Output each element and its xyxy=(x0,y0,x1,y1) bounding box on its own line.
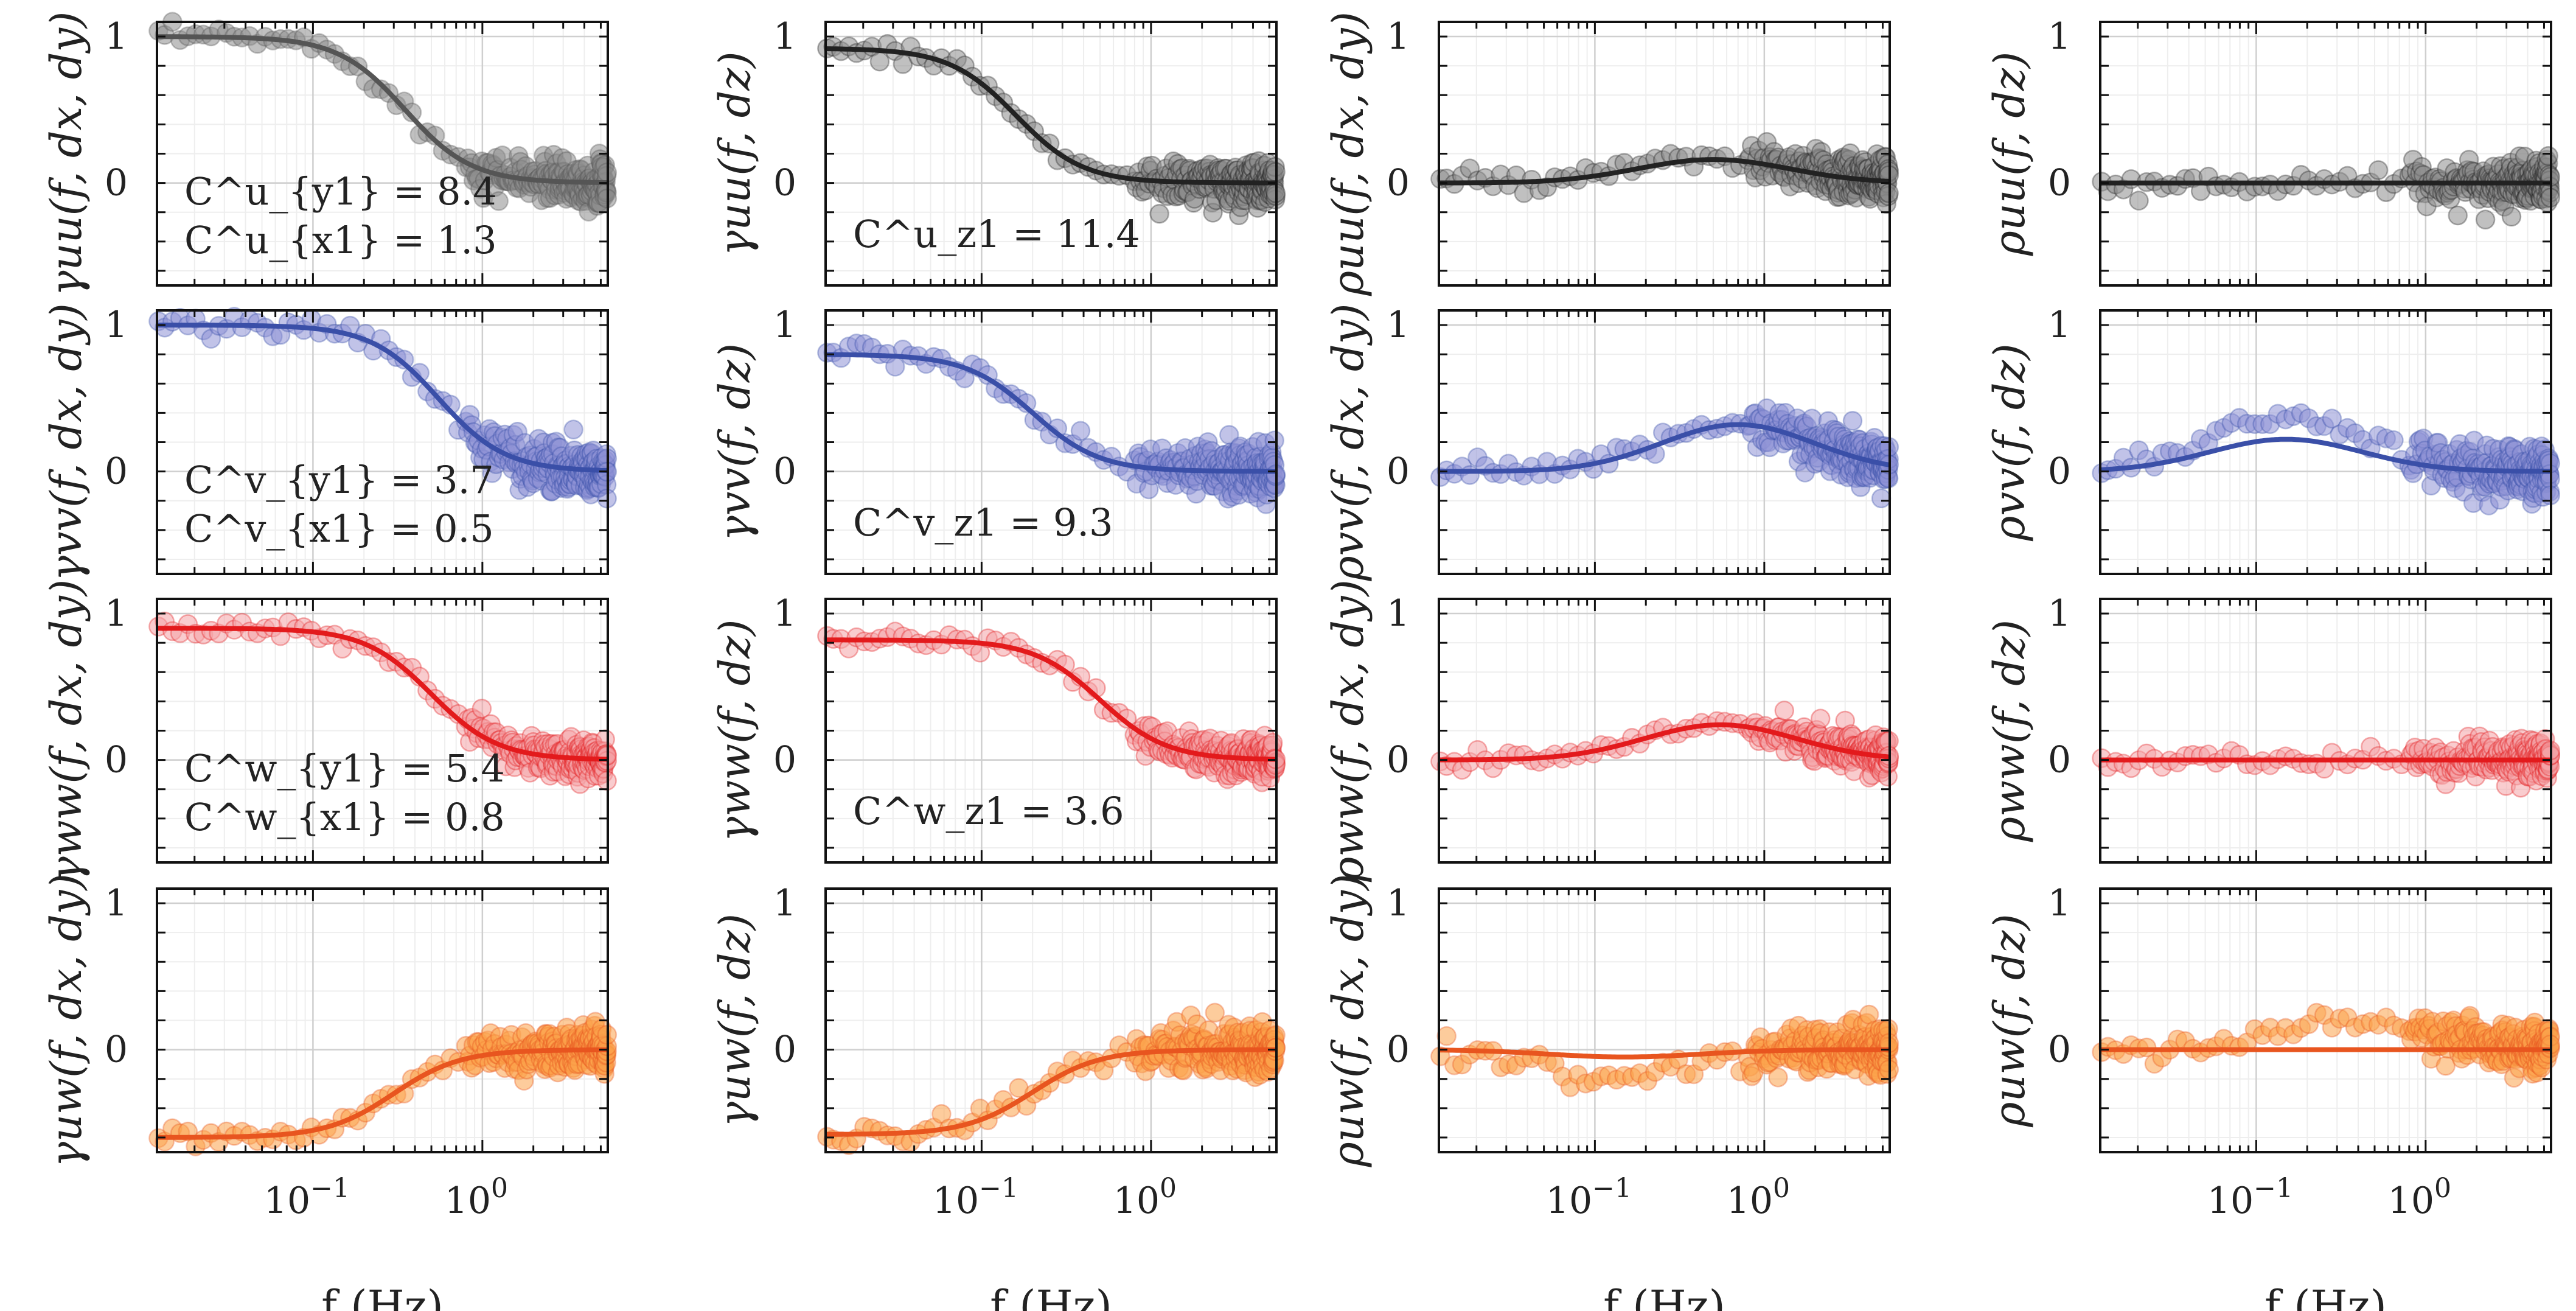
panel-2-3: 1 0 ρvv(f, dx, dy) xyxy=(1323,304,1899,582)
fit-coefficient-label: C^u_{y1} = 8.4 xyxy=(184,169,497,214)
y-tick-label: 0 xyxy=(2048,162,2071,205)
panel-1-1: 1 0 γuu(f, dx, dy) C^u_{y1} = 8.4C^u_{x1} =… xyxy=(41,12,618,296)
x-tick-label: 10−1 xyxy=(264,1173,350,1222)
data-point xyxy=(1842,411,1863,431)
panel-3-2: 1 0 γww(f, dz) C^w_z1 = 3.6 xyxy=(710,592,1286,864)
y-tick-label: 0 xyxy=(105,450,128,493)
data-point xyxy=(1871,488,1892,509)
data-point xyxy=(563,419,583,440)
data-point xyxy=(2448,205,2468,226)
y-tick-label: 0 xyxy=(105,162,128,205)
y-axis-label: γvv(f, dz) xyxy=(710,343,760,541)
y-axis-label: ρvv(f, dx, dy) xyxy=(1323,304,1373,582)
y-tick-label: 0 xyxy=(2048,739,2071,781)
y-tick-label: 1 xyxy=(2048,304,2071,346)
y-axis-label: γuu(f, dz) xyxy=(710,51,760,256)
y-tick-label: 0 xyxy=(773,450,796,493)
data-point xyxy=(1810,708,1831,729)
y-tick-label: 1 xyxy=(773,592,796,635)
y-tick-label: 1 xyxy=(773,304,796,346)
y-tick-label: 0 xyxy=(773,162,796,205)
y-axis-label: ρvv(f, dz) xyxy=(1985,343,2035,541)
data-point xyxy=(402,102,422,122)
y-tick-label: 1 xyxy=(1387,15,1410,58)
y-axis-label: ρww(f, dx, dy) xyxy=(1323,579,1373,883)
y-tick-label: 0 xyxy=(105,1029,128,1071)
data-point xyxy=(1774,701,1795,721)
y-tick-label: 1 xyxy=(773,15,796,58)
y-tick-label: 0 xyxy=(1387,162,1410,205)
data-point xyxy=(2475,209,2496,230)
y-axis-label: γuw(f, dx, dy) xyxy=(41,873,91,1167)
panel-3-3: 1 0 ρww(f, dx, dy) xyxy=(1323,579,1899,883)
fit-coefficient-label: C^w_z1 = 3.6 xyxy=(853,789,1124,833)
data-point xyxy=(2129,191,2149,211)
data-point xyxy=(2501,206,2522,227)
y-axis-label: γuu(f, dx, dy) xyxy=(41,12,91,296)
panel-2-2: 1 0 γvv(f, dz) C^v_z1 = 9.3 xyxy=(710,304,1286,575)
data-point xyxy=(2538,146,2558,166)
y-tick-label: 0 xyxy=(105,739,128,781)
y-axis-label: γvv(f, dx, dy) xyxy=(41,303,91,581)
x-axis-label: f (Hz) xyxy=(321,1281,444,1311)
panel-1-2: 1 0 γuu(f, dz) C^u_z1 = 11.4 xyxy=(710,15,1286,287)
data-point xyxy=(1070,421,1091,441)
y-tick-label: 0 xyxy=(2048,450,2071,493)
fit-coefficient-label: C^u_{x1} = 1.3 xyxy=(184,218,497,262)
y-tick-label: 1 xyxy=(2048,592,2071,635)
data-point xyxy=(869,51,890,72)
data-point xyxy=(1264,430,1284,451)
y-tick-label: 1 xyxy=(105,15,128,58)
x-tick-label: 100 xyxy=(445,1173,508,1222)
data-point xyxy=(1149,203,1169,224)
data-point xyxy=(489,191,509,211)
fit-line xyxy=(157,34,608,186)
data-point xyxy=(1801,408,1822,428)
panel-1-3: 1 0 ρuu(f, dx, dy) xyxy=(1323,12,1899,296)
fit-coefficient-label: C^v_{y1} = 3.7 xyxy=(184,458,494,502)
y-tick-label: 1 xyxy=(1387,592,1410,635)
y-tick-label: 0 xyxy=(1387,450,1410,493)
y-axis-label: ρuu(f, dx, dy) xyxy=(1323,12,1373,296)
y-tick-label: 1 xyxy=(105,592,128,635)
panel-3-1: 1 0 γww(f, dx, dy) C^w_{y1} = 5.4C^w_{x1} =… xyxy=(41,579,618,882)
data-point xyxy=(885,357,905,377)
data-point xyxy=(425,125,445,145)
data-point xyxy=(2384,430,2404,450)
fit-coefficient-label: C^w_{x1} = 0.8 xyxy=(184,795,505,839)
data-point xyxy=(2368,160,2389,180)
panel-1-4: 1 0 ρuu(f, dz) xyxy=(1985,15,2561,287)
fit-coefficient-label: C^v_z1 = 9.3 xyxy=(853,500,1113,545)
y-axis-label: ρuu(f, dz) xyxy=(1985,52,2035,257)
panel-2-1: 1 0 γvv(f, dx, dy) C^v_{y1} = 3.7C^v_{x1} =… xyxy=(41,303,618,581)
y-tick-label: 1 xyxy=(2048,15,2071,58)
y-tick-label: 1 xyxy=(105,882,128,925)
fit-coefficient-label: C^u_z1 = 11.4 xyxy=(853,212,1140,256)
fit-coefficient-label: C^v_{x1} = 0.5 xyxy=(184,506,494,551)
y-tick-label: 1 xyxy=(1387,304,1410,346)
panel-4-1: 1 0 10−1 100 f (Hz) γuw(f, dx, dy) xyxy=(41,873,618,1311)
y-tick-label: 1 xyxy=(105,304,128,346)
y-axis-label: γww(f, dx, dy) xyxy=(41,579,91,882)
fit-coefficient-label: C^w_{y1} = 5.4 xyxy=(184,746,505,791)
y-tick-label: 0 xyxy=(1387,739,1410,781)
y-axis-label: ρww(f, dz) xyxy=(1985,620,2035,842)
y-tick-label: 0 xyxy=(773,739,796,781)
y-axis-label: γww(f, dz) xyxy=(710,620,760,842)
panel-2-4: 1 0 ρvv(f, dz) xyxy=(1985,304,2561,575)
panel-3-4: 1 0 ρww(f, dz) xyxy=(1985,592,2561,864)
